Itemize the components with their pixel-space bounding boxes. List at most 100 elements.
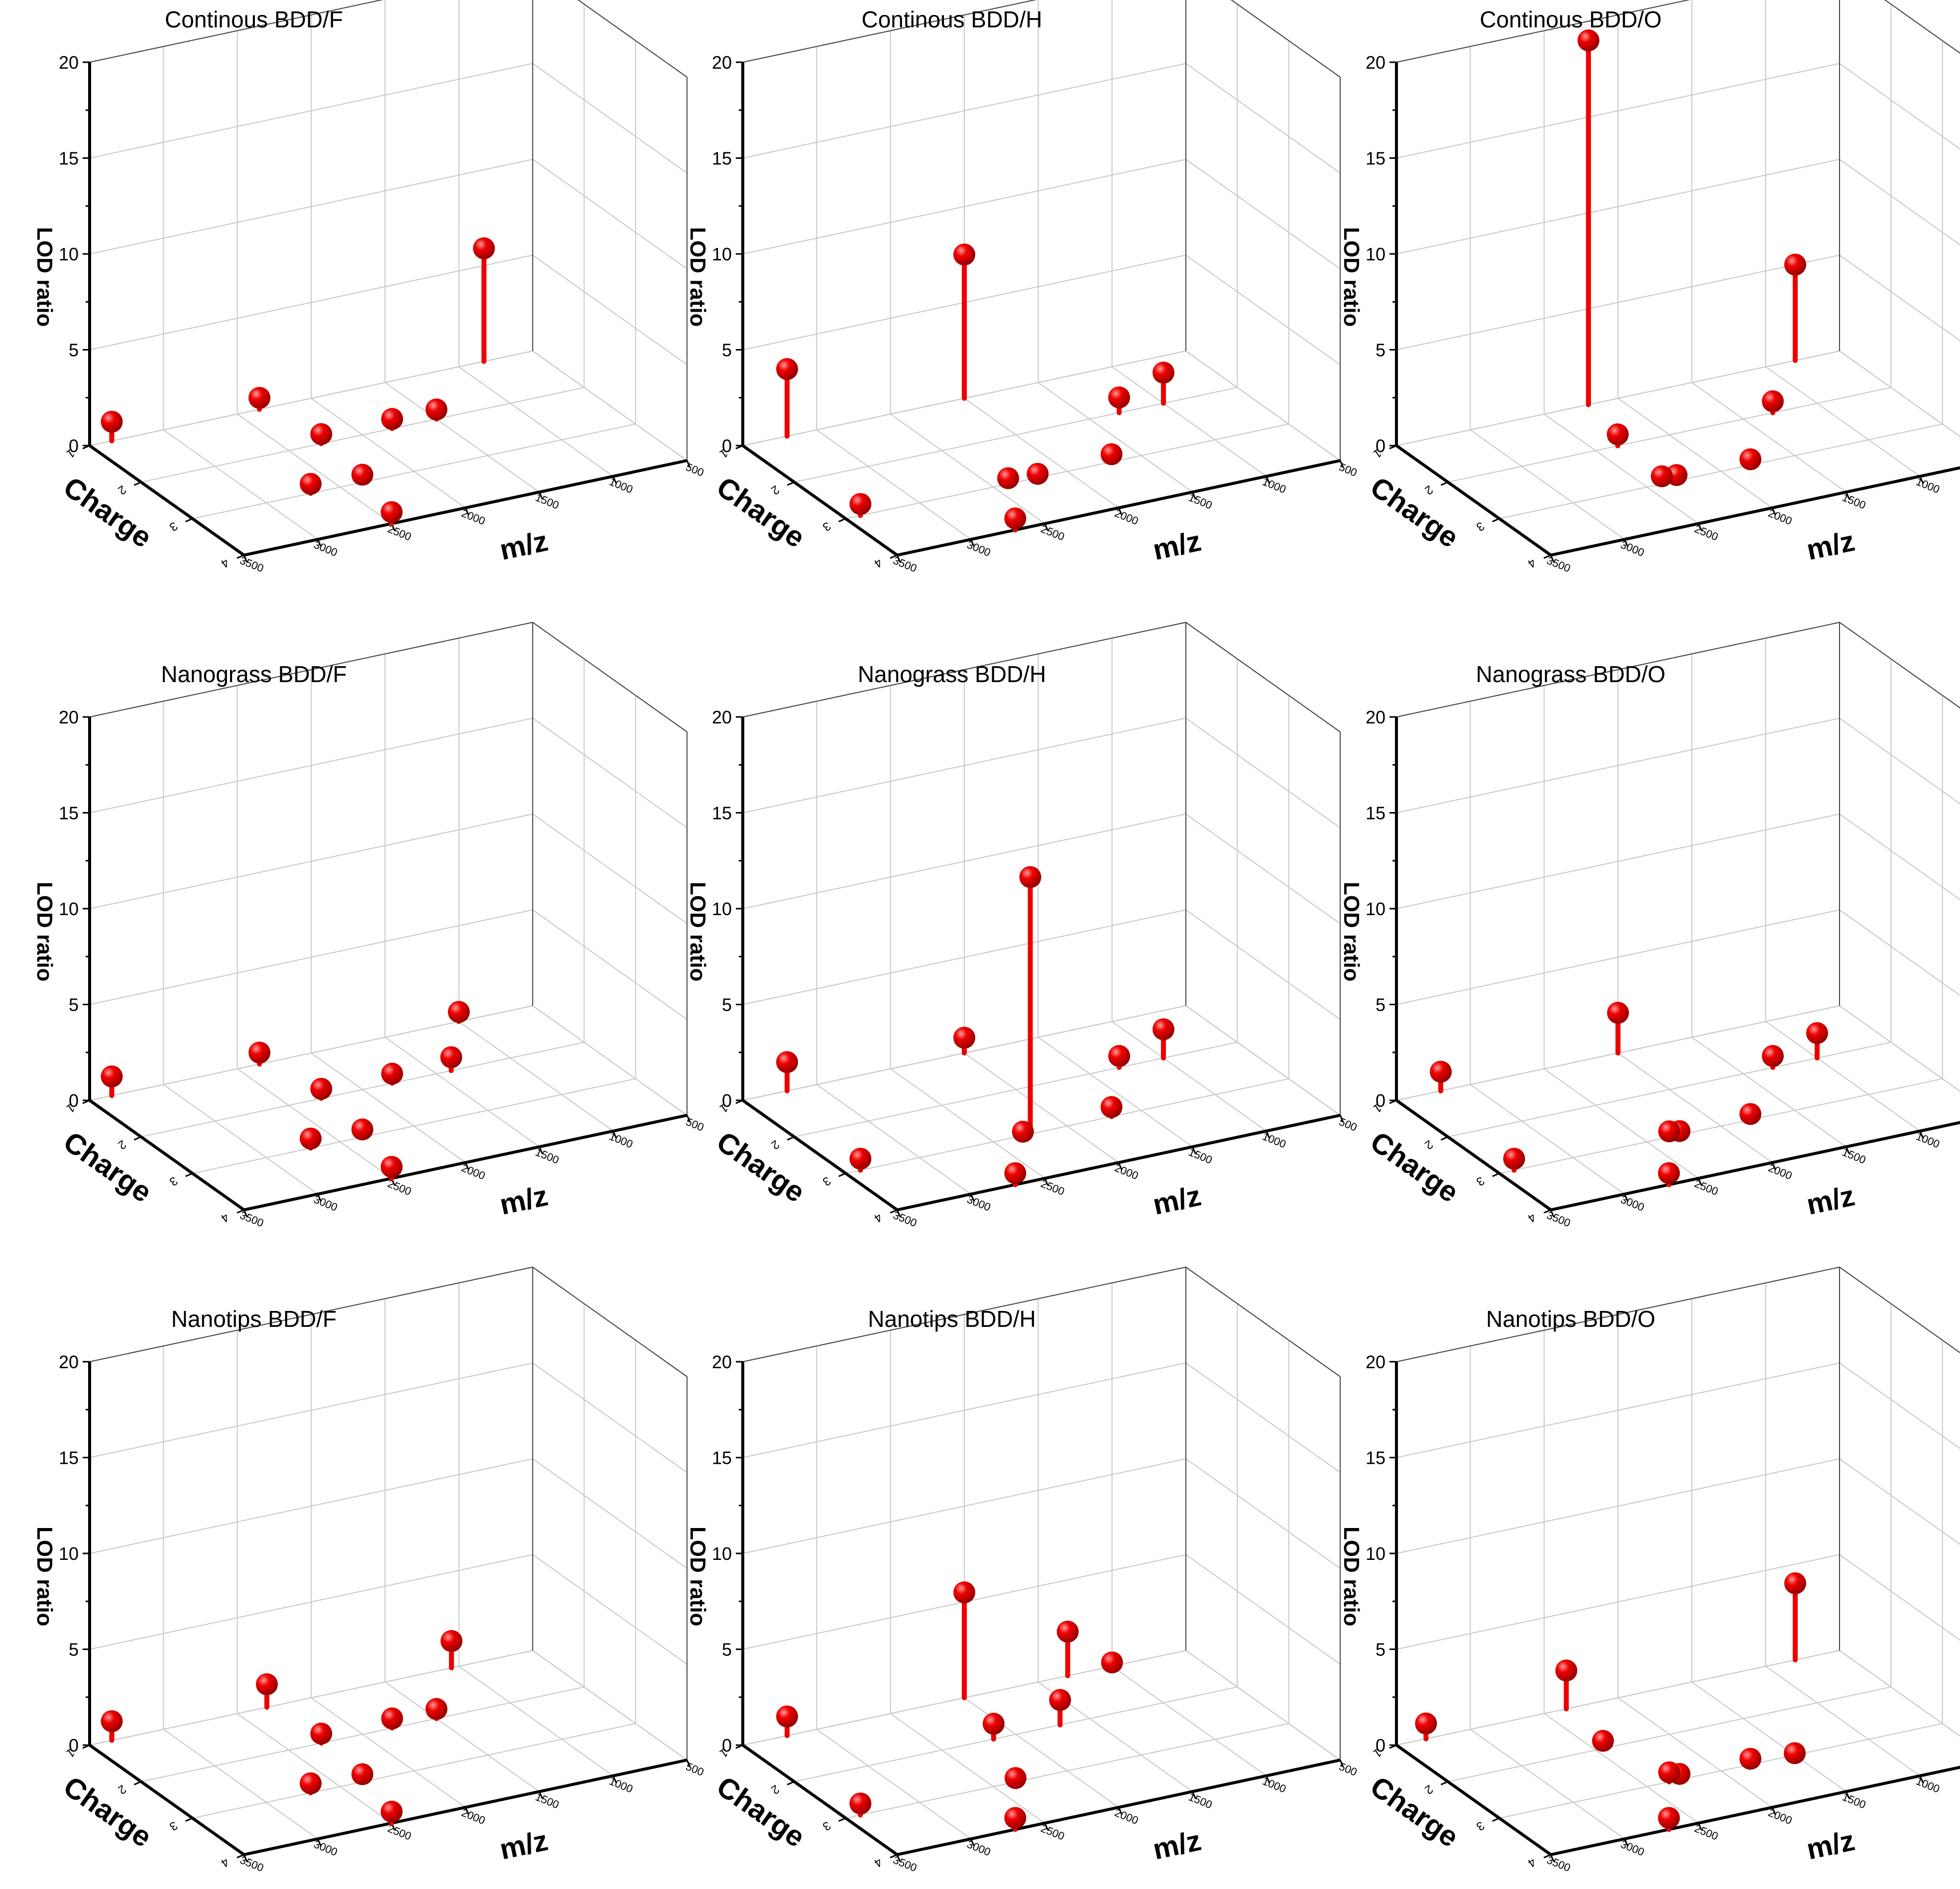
data-point [1004, 507, 1027, 533]
data-point [1430, 1061, 1452, 1093]
data-point-marker [381, 408, 403, 430]
data-point-marker [1762, 1045, 1784, 1067]
data-point [256, 1673, 278, 1710]
data-point [351, 1763, 373, 1785]
data-point-marker [1049, 1689, 1071, 1711]
z-tick-label: 0 [722, 436, 732, 456]
z-axis-label: LOD ratio [686, 1527, 710, 1626]
data-point [1019, 866, 1041, 1137]
mz-axis-label: m/z [497, 1824, 551, 1866]
z-tick-label: 0 [1376, 436, 1385, 456]
data-point-marker [1019, 866, 1041, 888]
z-tick-label: 20 [59, 707, 79, 727]
mz-tick-label: 1500 [534, 1790, 561, 1811]
mz-axis-label: m/z [1804, 1180, 1857, 1221]
charge-tick-label: 3 [167, 1174, 180, 1188]
z-tick-label: 5 [722, 1640, 732, 1660]
data-point [1108, 386, 1130, 415]
data-point [101, 1065, 123, 1098]
charge-tick-label: 3 [1474, 1818, 1487, 1833]
data-point [982, 1713, 1005, 1742]
data-point-marker [351, 464, 373, 486]
z-tick-label: 5 [69, 995, 79, 1015]
z-tick-label: 15 [1366, 1448, 1385, 1468]
mz-tick-label: 2000 [1766, 507, 1794, 528]
data-point-marker [1430, 1061, 1452, 1083]
mz-tick-label: 3000 [1619, 1838, 1646, 1859]
data-point-marker [1004, 1162, 1027, 1184]
z-tick-label: 10 [1366, 899, 1385, 919]
z-tick-label: 15 [1366, 803, 1385, 824]
mz-tick-label: 1500 [1187, 1146, 1214, 1167]
mz-axis-label: m/z [1804, 1824, 1857, 1866]
data-point [425, 1698, 448, 1721]
mz-tick-label: 2500 [386, 1822, 413, 1843]
z-axis-label: LOD ratio [32, 227, 57, 327]
z-tick-label: 0 [69, 1735, 79, 1756]
data-point-marker [1739, 1748, 1761, 1770]
data-point [473, 237, 495, 364]
chart-title: Nanograss BDD/H [858, 661, 1046, 687]
data-point-marker [1108, 1045, 1130, 1067]
data-point [1049, 1689, 1071, 1728]
data-point-marker [1739, 1103, 1761, 1125]
z-tick-label: 0 [69, 1090, 79, 1111]
data-point-marker [351, 1118, 373, 1141]
mz-tick-label: 2000 [1766, 1806, 1794, 1827]
mz-tick-label: 3500 [891, 554, 919, 575]
data-point [248, 1042, 271, 1067]
charge-tick-label: 2 [1422, 1782, 1435, 1797]
data-point-marker [1101, 1651, 1123, 1673]
data-point [849, 1792, 872, 1818]
chart-title: Continous BDD/H [861, 6, 1042, 32]
charge-tick-label: 2 [1422, 1137, 1435, 1152]
data-point-marker [256, 1673, 278, 1695]
data-point [380, 501, 403, 526]
data-point-marker [381, 1063, 403, 1085]
charge-tick-label: 3 [820, 1818, 833, 1833]
data-point [1784, 253, 1806, 363]
mz-axis-label: m/z [1150, 525, 1204, 567]
data-point-marker [101, 411, 123, 433]
data-point [1004, 1807, 1027, 1832]
mz-tick-label: 2500 [1693, 522, 1720, 543]
z-tick-label: 0 [722, 1735, 732, 1756]
data-point-marker [300, 472, 322, 495]
z-tick-label: 20 [1366, 52, 1385, 73]
mz-axis-label: m/z [1804, 525, 1857, 567]
mz-tick-label: 3500 [238, 1209, 265, 1230]
charge-tick-label: 4 [871, 1855, 884, 1870]
mz-tick-label: 1500 [1187, 491, 1214, 512]
data-point [953, 243, 975, 401]
mz-tick-label: 3000 [1619, 538, 1646, 559]
z-tick-label: 0 [722, 1090, 732, 1111]
data-point [776, 358, 798, 439]
mz-tick-label: 2500 [1039, 1177, 1066, 1198]
data-point-marker [1100, 443, 1123, 466]
data-point [1153, 1018, 1174, 1061]
data-point [1004, 1767, 1027, 1789]
data-point [351, 464, 373, 486]
z-tick-label: 15 [59, 803, 79, 824]
data-point-marker [997, 467, 1019, 489]
z-tick-label: 20 [1366, 707, 1385, 727]
data-point [1607, 1002, 1629, 1056]
data-point [1784, 1742, 1806, 1765]
data-point [380, 1800, 403, 1826]
charge-tick-label: 2 [115, 1782, 128, 1797]
z-tick-label: 15 [59, 1448, 79, 1468]
mz-tick-label: 2000 [460, 507, 487, 528]
charge-tick-label: 4 [871, 556, 884, 571]
charge-axis-line [89, 444, 245, 557]
data-point [381, 408, 403, 431]
z-axis-label: LOD ratio [1339, 1527, 1364, 1626]
data-point [1739, 1103, 1761, 1125]
charge-tick-label: 4 [218, 1210, 231, 1225]
z-tick-label: 5 [722, 340, 732, 360]
mz-tick-label: 1500 [1841, 1146, 1868, 1167]
